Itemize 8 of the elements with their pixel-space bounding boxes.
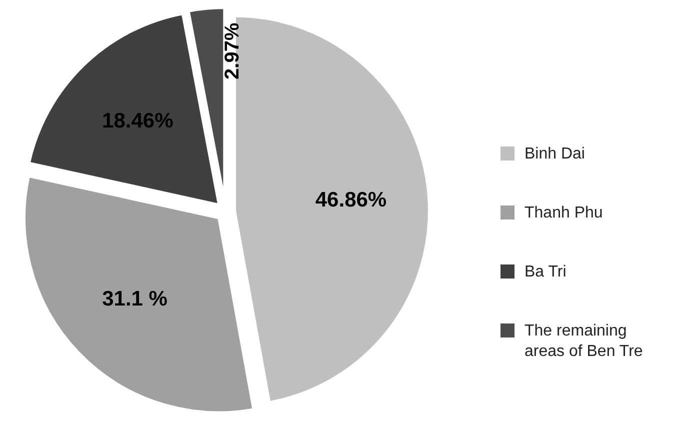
data-label: 18.46% — [102, 110, 174, 133]
legend-label: Thanh Phu — [524, 204, 603, 222]
data-label: 46.86% — [315, 188, 387, 212]
legend-label: Binh Dai — [524, 146, 585, 162]
legend-label: The remaining areas of Ben Tre — [524, 322, 643, 360]
data-label: 2.97% — [221, 22, 244, 80]
data-label: 31.1 % — [102, 287, 168, 310]
legend-label: Ba Tri — [524, 264, 566, 280]
